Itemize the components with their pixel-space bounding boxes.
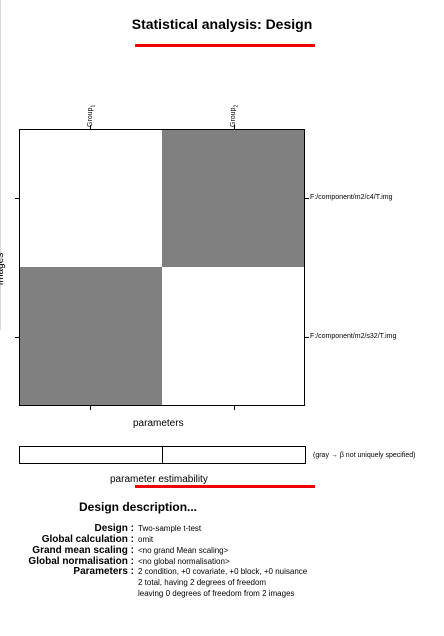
parameters-label: Parameters : (73, 566, 134, 577)
left-tick (15, 337, 19, 338)
column-label-group-2: Group2 (230, 104, 240, 127)
left-window-edge (0, 0, 1, 330)
design-matrix (19, 129, 305, 406)
matrix-cell-1-1 (20, 130, 162, 267)
row-label-image-1: F:/component/m2/c4/T.img (310, 194, 393, 201)
parameters-detail-line: leaving 0 degrees of freedom from 2 imag… (138, 589, 295, 598)
global-calculation-value: omit (138, 535, 154, 544)
matrix-cell-2-2 (162, 267, 304, 405)
bottom-tick (90, 406, 91, 410)
top-tick (90, 125, 91, 129)
title-underline (135, 44, 315, 47)
matrix-cell-2-1 (20, 267, 162, 405)
row-label-image-2: F:/component/m2/s32/T.img (310, 333, 397, 340)
page-title: Statistical analysis: Design (131, 16, 313, 32)
estimability-divider (162, 446, 163, 464)
grand-mean-scaling-label: Grand mean scaling : (32, 545, 134, 556)
y-axis-label: images (0, 252, 6, 285)
design-description-title: Design description... (79, 500, 198, 514)
parameters-detail-line: 2 total, having 2 degrees of freedom (138, 578, 267, 587)
bottom-tick (234, 406, 235, 410)
global-normalisation-value: <no global normalisation> (138, 557, 230, 566)
right-tick (305, 198, 309, 199)
design-value: Two-sample t-test (138, 524, 202, 533)
top-tick (234, 125, 235, 129)
estimability-note: (gray → β not uniquely specified) (313, 452, 416, 459)
global-normalisation-label: Global normalisation : (28, 556, 134, 567)
estimability-underline (135, 485, 315, 488)
right-tick (305, 337, 309, 338)
column-label-group-1: Group1 (87, 104, 97, 127)
global-calculation-label: Global calculation : (41, 534, 134, 545)
matrix-cell-1-2 (162, 130, 304, 267)
left-tick (15, 198, 19, 199)
grand-mean-scaling-value: <no grand Mean scaling> (138, 546, 229, 555)
design-label: Design : (94, 523, 134, 534)
estimability-label: parameter estimability (110, 474, 208, 485)
parameters-value: 2 condition, +0 covariate, +0 block, +0 … (138, 567, 308, 576)
x-axis-label: parameters (133, 418, 184, 429)
